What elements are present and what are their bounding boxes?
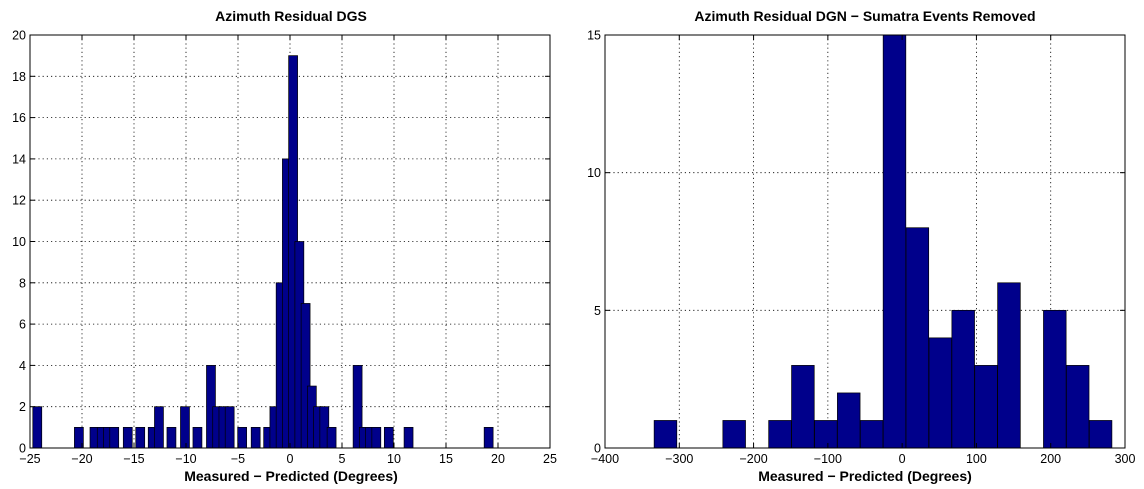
x-tick-label: 0 (899, 452, 906, 466)
histogram-bar (237, 427, 247, 449)
histogram-bar (905, 227, 930, 449)
y-tick-label: 14 (12, 152, 26, 166)
histogram-bar (1088, 420, 1113, 449)
chart-title: Azimuth Residual DGN − Sumatra Events Re… (694, 8, 1035, 24)
histogram-bar (1043, 309, 1067, 449)
left-histogram-panel: Azimuth Residual DGS Measured − Predicte… (12, 8, 557, 484)
y-tick-label: 12 (12, 194, 26, 208)
x-tick-label: 100 (966, 452, 987, 466)
histogram-bar (166, 427, 177, 449)
plot-frame (604, 34, 1126, 449)
histogram-bar (122, 427, 133, 449)
y-tick-label: 0 (19, 442, 26, 456)
x-tick-label: 5 (339, 452, 346, 466)
x-tick-label: −20 (71, 452, 92, 466)
histogram-bar (250, 427, 261, 449)
x-tick-label: −25 (19, 452, 40, 466)
x-axis-label: Measured − Predicted (Degrees) (184, 468, 398, 484)
histogram-bar (859, 420, 884, 449)
histogram-bar (224, 406, 235, 449)
histogram-bar (180, 406, 190, 449)
x-axis-label: Measured − Predicted (Degrees) (758, 468, 972, 484)
x-tick-label: 15 (439, 452, 453, 466)
histogram-bar (837, 392, 861, 449)
x-tick-label: −400 (591, 452, 619, 466)
x-tick-label: −15 (123, 452, 144, 466)
y-tick-label: 18 (12, 70, 26, 84)
chart-title: Azimuth Residual DGS (215, 8, 367, 24)
histogram-bar (791, 365, 815, 449)
histogram-bar (722, 420, 746, 449)
x-tick-label: 300 (1115, 452, 1136, 466)
y-tick-label: 10 (587, 166, 601, 180)
y-tick-label: 5 (594, 304, 601, 318)
y-tick-label: 16 (12, 111, 26, 125)
x-tick-label: −300 (665, 452, 693, 466)
histogram-bar (109, 427, 120, 449)
x-tick-label: 10 (387, 452, 401, 466)
histogram-bar (928, 337, 953, 449)
x-tick-label: −10 (175, 452, 196, 466)
histogram-bar (326, 427, 337, 449)
histogram-bar (403, 427, 414, 449)
x-tick-label: 200 (1040, 452, 1061, 466)
y-tick-label: 0 (594, 442, 601, 456)
y-tick-label: 4 (19, 359, 26, 373)
y-tick-label: 10 (12, 235, 26, 249)
x-tick-label: −5 (231, 452, 245, 466)
histogram-bar (768, 420, 792, 449)
histogram-bar (1066, 365, 1090, 449)
histogram-bar (951, 309, 975, 449)
y-tick-label: 2 (19, 400, 26, 414)
histogram-bar (383, 427, 394, 449)
x-tick-label: 25 (543, 452, 557, 466)
histogram-bar (997, 282, 1021, 449)
histogram-bar (882, 34, 907, 449)
x-tick-label: 0 (287, 452, 294, 466)
histogram-bar (154, 406, 164, 449)
histogram-bar (814, 420, 838, 449)
x-tick-label: −100 (814, 452, 842, 466)
histogram-bar (371, 427, 382, 449)
histogram-bar (32, 406, 43, 449)
histogram-bar (135, 427, 146, 449)
y-tick-label: 20 (12, 29, 26, 43)
y-tick-label: 15 (587, 29, 601, 43)
histogram-bar (653, 420, 678, 449)
histogram-bar (974, 365, 998, 449)
y-tick-label: 8 (19, 276, 26, 290)
histogram-bar (192, 427, 203, 449)
x-tick-label: −200 (739, 452, 767, 466)
y-tick-label: 6 (19, 318, 26, 332)
histogram-bar (483, 427, 494, 449)
x-tick-label: 20 (491, 452, 505, 466)
plot-background (605, 35, 1125, 448)
right-histogram-panel: Azimuth Residual DGN − Sumatra Events Re… (587, 8, 1135, 484)
